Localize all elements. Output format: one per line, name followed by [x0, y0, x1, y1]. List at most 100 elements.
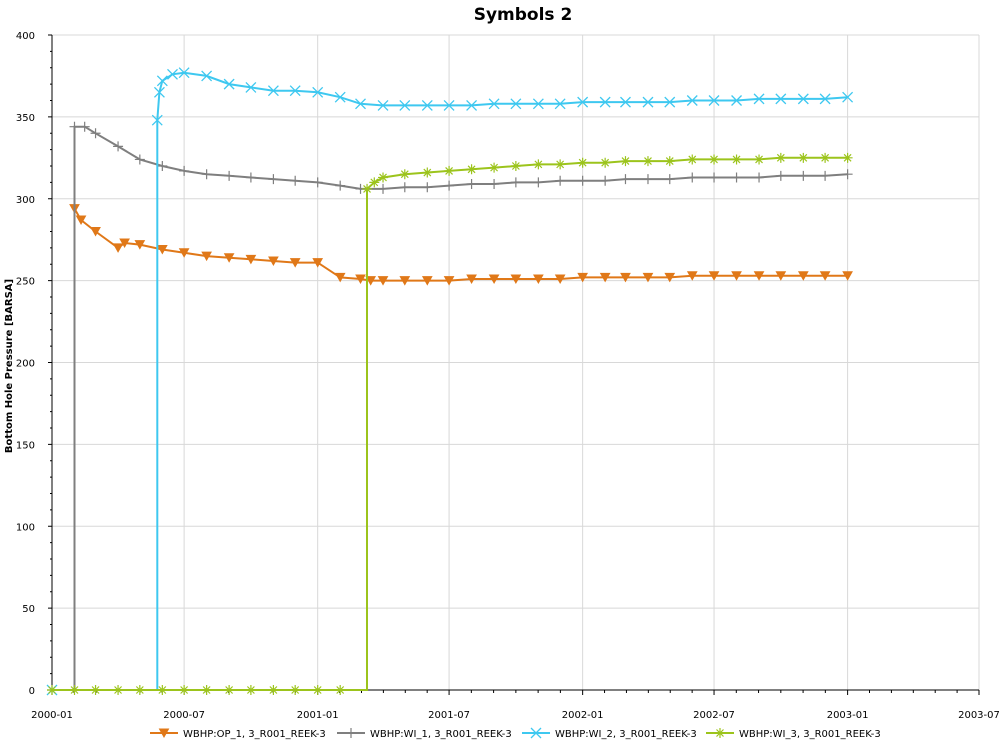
data-point: [134, 685, 145, 695]
data-point: [466, 179, 477, 190]
data-point: [355, 274, 366, 285]
data-point: [289, 85, 301, 97]
data-point: [489, 179, 500, 190]
data-point: [620, 156, 631, 167]
data-point: [179, 165, 190, 176]
data-point: [113, 685, 124, 695]
y-tick-label: 350: [16, 113, 35, 124]
data-point: [533, 274, 544, 285]
data-point: [312, 86, 324, 98]
data-point: [842, 169, 853, 180]
data-point: [75, 215, 87, 226]
data-point: [90, 685, 101, 695]
data-point: [577, 272, 589, 283]
data-point: [532, 98, 544, 110]
data-point: [708, 95, 720, 106]
legend: WBHP:OP_1, 3_R001_REEK-3 WBHP:WI_1, 3_R00…: [150, 727, 881, 740]
data-point: [312, 258, 324, 268]
data-point: [444, 165, 455, 176]
data-point: [775, 152, 786, 163]
data-point: [819, 93, 831, 105]
legend-marker: [715, 728, 725, 738]
data-point: [620, 272, 631, 283]
data-point: [599, 272, 611, 283]
data-point: [842, 271, 853, 281]
data-point: [754, 154, 765, 165]
data-point: [201, 169, 212, 180]
data-point: [753, 93, 765, 105]
data-point: [156, 75, 168, 87]
data-point: [555, 159, 566, 170]
series-group: [46, 67, 854, 696]
data-point: [134, 154, 145, 165]
data-point: [577, 96, 589, 108]
x-tick-label: 2003-07: [958, 710, 1000, 721]
data-point: [422, 182, 433, 193]
data-point: [377, 276, 389, 286]
y-tick-label: 50: [22, 604, 35, 615]
data-point: [69, 121, 80, 132]
legend-label: WBHP:WI_2, 3_R001_REEK-3: [555, 729, 697, 740]
data-point: [157, 161, 168, 171]
data-point: [753, 271, 765, 281]
data-point: [443, 99, 455, 111]
data-point: [797, 271, 809, 281]
data-point: [466, 99, 478, 111]
data-point: [365, 276, 377, 286]
y-axis-label: Bottom Hole Pressure [BARSA]: [4, 279, 15, 453]
data-point: [664, 156, 675, 167]
data-point: [642, 174, 653, 185]
data-point: [664, 272, 676, 283]
data-point: [642, 156, 653, 167]
legend-item-3[interactable]: WBHP:WI_2, 3_R001_REEK-3: [522, 727, 697, 740]
data-point: [466, 164, 477, 175]
data-point: [600, 157, 611, 168]
data-point: [488, 274, 500, 285]
x-tick-label: 2003-01: [827, 710, 869, 721]
data-point: [47, 685, 57, 695]
data-point: [290, 685, 301, 695]
legend-marker: [346, 728, 356, 738]
data-point: [90, 128, 101, 139]
data-point: [421, 276, 433, 286]
data-point: [157, 685, 168, 695]
data-point: [268, 256, 279, 266]
data-point: [510, 274, 522, 285]
data-point: [378, 183, 389, 194]
data-point: [731, 154, 742, 165]
data-point: [642, 96, 654, 108]
data-point: [223, 253, 235, 263]
data-point: [112, 243, 124, 253]
data-point: [178, 248, 190, 258]
data-point: [201, 251, 212, 262]
data-point: [422, 167, 433, 178]
data-point: [775, 271, 787, 281]
legend-item-4[interactable]: WBHP:WI_3, 3_R001_REEK-3: [706, 728, 881, 740]
data-point: [355, 98, 366, 110]
data-point: [577, 175, 588, 186]
data-point: [289, 258, 301, 268]
data-point: [201, 685, 212, 695]
data-point: [577, 157, 588, 168]
legend-marker: [530, 727, 542, 739]
data-point: [798, 152, 809, 163]
data-point: [797, 93, 809, 105]
data-point: [399, 182, 410, 193]
data-point: [466, 274, 477, 285]
data-point: [754, 172, 765, 183]
legend-marker: [158, 728, 170, 739]
data-point: [642, 272, 654, 283]
data-point: [113, 141, 124, 152]
legend-item-2[interactable]: WBHP:WI_1, 3_R001_REEK-3: [337, 728, 512, 740]
data-point: [335, 180, 346, 191]
legend-item-1[interactable]: WBHP:OP_1, 3_R001_REEK-3: [150, 728, 326, 740]
series-3: [46, 67, 854, 696]
data-point: [620, 96, 631, 108]
x-tick-label: 2002-01: [562, 710, 604, 721]
x-tick-label: 2000-07: [163, 710, 205, 721]
data-point: [489, 162, 500, 173]
legend-label: WBHP:WI_3, 3_R001_REEK-3: [739, 729, 881, 740]
data-point: [664, 174, 675, 185]
x-tick-label: 2000-01: [31, 710, 73, 721]
data-point: [399, 99, 411, 111]
